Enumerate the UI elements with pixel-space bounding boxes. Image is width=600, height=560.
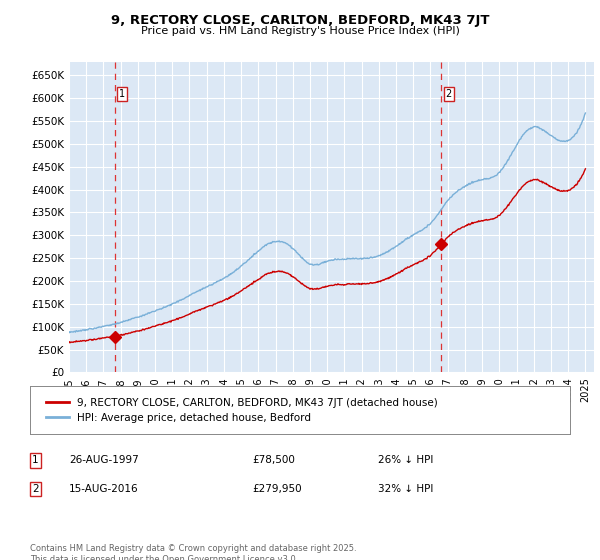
Text: 26% ↓ HPI: 26% ↓ HPI bbox=[378, 455, 433, 465]
Legend: 9, RECTORY CLOSE, CARLTON, BEDFORD, MK43 7JT (detached house), HPI: Average pric: 9, RECTORY CLOSE, CARLTON, BEDFORD, MK43… bbox=[41, 393, 443, 428]
Text: 9, RECTORY CLOSE, CARLTON, BEDFORD, MK43 7JT: 9, RECTORY CLOSE, CARLTON, BEDFORD, MK43… bbox=[111, 14, 489, 27]
Text: 2: 2 bbox=[445, 89, 452, 99]
Text: £78,500: £78,500 bbox=[252, 455, 295, 465]
Text: 26-AUG-1997: 26-AUG-1997 bbox=[69, 455, 139, 465]
Text: Price paid vs. HM Land Registry's House Price Index (HPI): Price paid vs. HM Land Registry's House … bbox=[140, 26, 460, 36]
Text: £279,950: £279,950 bbox=[252, 484, 302, 494]
Text: Contains HM Land Registry data © Crown copyright and database right 2025.
This d: Contains HM Land Registry data © Crown c… bbox=[30, 544, 356, 560]
Text: 1: 1 bbox=[119, 89, 125, 99]
Text: 32% ↓ HPI: 32% ↓ HPI bbox=[378, 484, 433, 494]
Text: 2: 2 bbox=[32, 484, 38, 494]
Text: 1: 1 bbox=[32, 455, 38, 465]
Text: 15-AUG-2016: 15-AUG-2016 bbox=[69, 484, 139, 494]
